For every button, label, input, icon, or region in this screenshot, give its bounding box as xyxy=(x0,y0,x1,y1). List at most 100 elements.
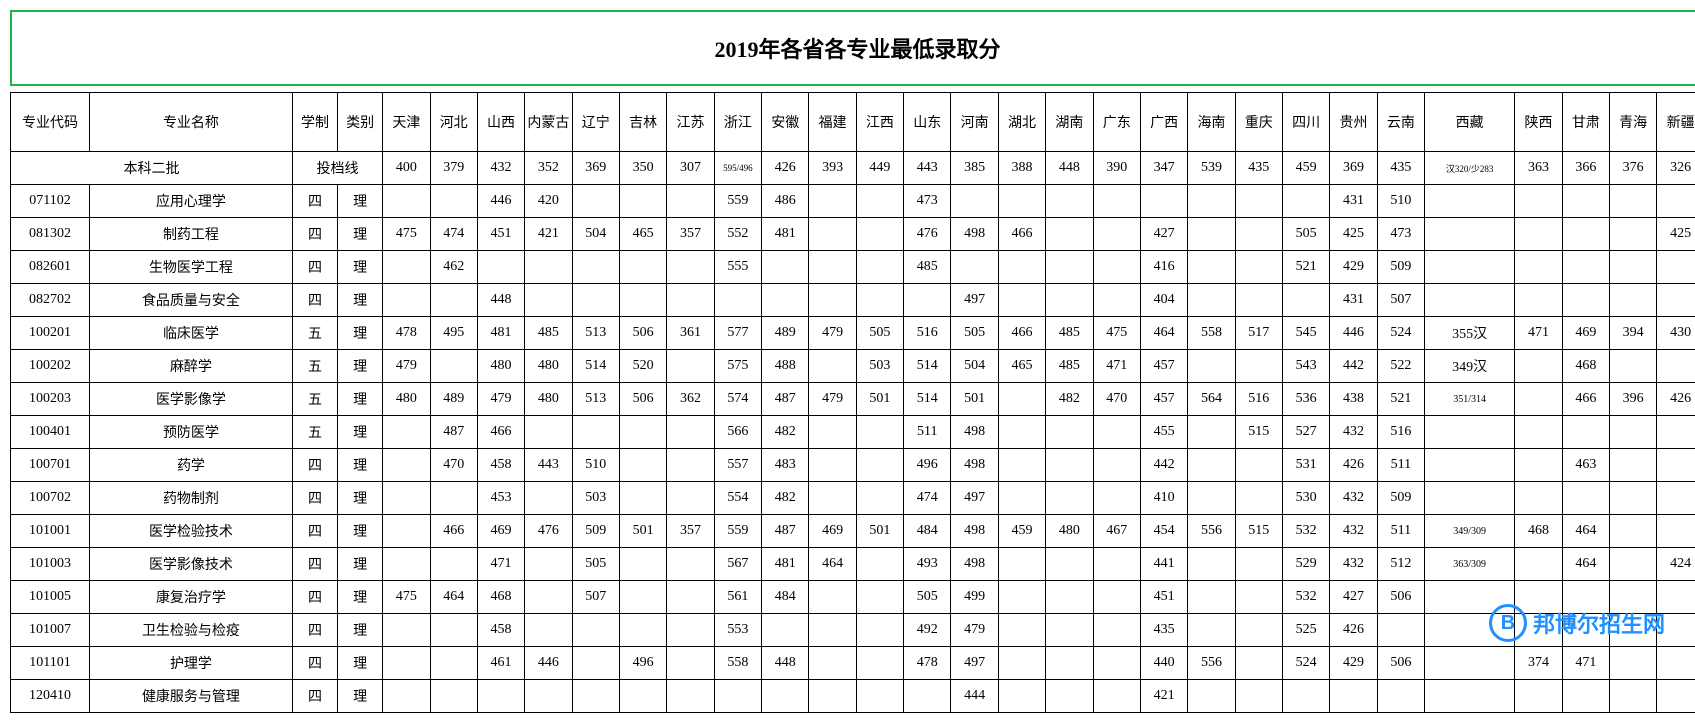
table-cell: 487 xyxy=(762,515,809,548)
table-cell: 536 xyxy=(1282,383,1329,416)
table-cell xyxy=(998,284,1045,317)
table-cell xyxy=(856,251,903,284)
table-cell: 五 xyxy=(292,416,337,449)
header-province: 天津 xyxy=(383,93,430,152)
table-cell xyxy=(1046,482,1093,515)
table-cell xyxy=(1330,680,1377,713)
table-cell: 四 xyxy=(292,449,337,482)
table-cell: 564 xyxy=(1188,383,1235,416)
table-cell: 471 xyxy=(477,548,524,581)
table-cell: 461 xyxy=(477,647,524,680)
table-cell: 492 xyxy=(904,614,951,647)
table-cell: 459 xyxy=(998,515,1045,548)
header-province: 河北 xyxy=(430,93,477,152)
table-cell xyxy=(1657,482,1695,515)
table-cell: 514 xyxy=(904,383,951,416)
table-cell: 健康服务与管理 xyxy=(89,680,292,713)
table-cell: 理 xyxy=(338,548,383,581)
table-cell: 生物医学工程 xyxy=(89,251,292,284)
table-cell: 100401 xyxy=(11,416,90,449)
table-cell xyxy=(1188,680,1235,713)
table-cell: 529 xyxy=(1282,548,1329,581)
table-row: 101101护理学四理46144649655844847849744055652… xyxy=(11,647,1695,680)
table-cell xyxy=(1188,548,1235,581)
table-cell: 082601 xyxy=(11,251,90,284)
table-cell: 514 xyxy=(572,350,619,383)
table-cell xyxy=(1188,284,1235,317)
table-cell xyxy=(1562,185,1609,218)
table-cell: 442 xyxy=(1140,449,1187,482)
table-cell xyxy=(809,680,856,713)
table-cell: 506 xyxy=(619,317,666,350)
table-cell xyxy=(998,383,1045,416)
table-cell: 479 xyxy=(809,317,856,350)
table-body: 本科二批投档线400379432352369350307595/49642639… xyxy=(11,152,1695,713)
table-cell: 护理学 xyxy=(89,647,292,680)
table-cell: 药物制剂 xyxy=(89,482,292,515)
table-cell xyxy=(619,251,666,284)
table-cell xyxy=(1562,614,1609,647)
table-cell xyxy=(809,284,856,317)
table-cell xyxy=(1515,614,1562,647)
table-cell xyxy=(951,251,998,284)
table-cell xyxy=(1610,416,1657,449)
table-cell: 四 xyxy=(292,548,337,581)
table-cell: 475 xyxy=(383,218,430,251)
table-cell: 575 xyxy=(714,350,761,383)
table-cell xyxy=(762,251,809,284)
table-cell: 449 xyxy=(856,152,903,185)
table-cell: 四 xyxy=(292,284,337,317)
table-cell: 480 xyxy=(477,350,524,383)
table-cell: 446 xyxy=(1330,317,1377,350)
table-cell: 524 xyxy=(1282,647,1329,680)
header-province: 贵州 xyxy=(1330,93,1377,152)
table-cell xyxy=(904,680,951,713)
table-cell: 468 xyxy=(1515,515,1562,548)
table-cell xyxy=(998,581,1045,614)
table-cell: 429 xyxy=(1330,647,1377,680)
table-cell: 理 xyxy=(338,218,383,251)
table-cell: 五 xyxy=(292,383,337,416)
table-cell xyxy=(383,680,430,713)
table-cell: 466 xyxy=(477,416,524,449)
table-cell: 451 xyxy=(1140,581,1187,614)
header-province: 浙江 xyxy=(714,93,761,152)
table-cell xyxy=(1093,548,1140,581)
table-cell: 505 xyxy=(951,317,998,350)
table-cell: 506 xyxy=(1377,647,1424,680)
table-cell xyxy=(1610,350,1657,383)
table-cell: 426 xyxy=(1657,383,1695,416)
table-cell: 101003 xyxy=(11,548,90,581)
table-cell: 082702 xyxy=(11,284,90,317)
table-cell xyxy=(856,482,903,515)
table-cell: 453 xyxy=(477,482,524,515)
table-cell xyxy=(951,185,998,218)
table-cell: 505 xyxy=(1282,218,1329,251)
table-cell: 394 xyxy=(1610,317,1657,350)
table-cell xyxy=(1046,416,1093,449)
table-cell: 473 xyxy=(904,185,951,218)
header-province: 西藏 xyxy=(1425,93,1515,152)
table-cell xyxy=(383,449,430,482)
table-cell xyxy=(809,647,856,680)
table-cell xyxy=(1657,515,1695,548)
table-cell xyxy=(998,449,1045,482)
table-cell xyxy=(477,251,524,284)
table-row: 101003医学影像技术四理47150556748146449349844152… xyxy=(11,548,1695,581)
table-cell: 352 xyxy=(525,152,572,185)
table-cell xyxy=(998,680,1045,713)
table-cell: 522 xyxy=(1377,350,1424,383)
table-cell xyxy=(1425,185,1515,218)
table-cell: 429 xyxy=(1330,251,1377,284)
table-cell xyxy=(1235,680,1282,713)
table-cell xyxy=(430,614,477,647)
header-province: 福建 xyxy=(809,93,856,152)
header-province: 广东 xyxy=(1093,93,1140,152)
table-cell: 501 xyxy=(856,383,903,416)
cutoff-row: 本科二批投档线400379432352369350307595/49642639… xyxy=(11,152,1695,185)
table-cell xyxy=(1046,647,1093,680)
table-cell: 506 xyxy=(619,383,666,416)
table-cell xyxy=(1425,449,1515,482)
table-cell: 454 xyxy=(1140,515,1187,548)
table-cell xyxy=(856,680,903,713)
